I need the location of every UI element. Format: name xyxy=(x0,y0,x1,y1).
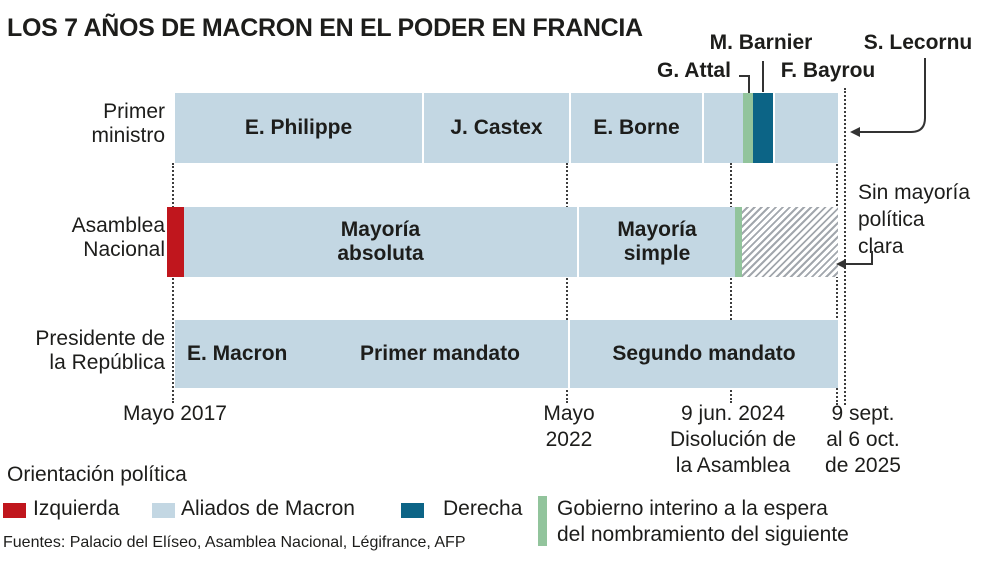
legend-swatch-izquierda xyxy=(3,503,26,518)
segment-no-clear-majority-hatch xyxy=(742,207,838,277)
primer-mandato-label: Primer mandato xyxy=(360,342,520,365)
legend-swatch-derecha xyxy=(401,503,424,518)
lecornu-arrowhead-icon xyxy=(850,127,860,137)
segment-attal xyxy=(704,93,743,163)
chart-title: LOS 7 AÑOS DE MACRON EN EL PODER EN FRAN… xyxy=(7,14,643,42)
bar-primer-ministro: E. Philippe J. Castex E. Borne xyxy=(175,93,838,163)
gridline-mayo-2017 xyxy=(172,163,174,403)
annotation-sin-mayoria: Sin mayoría política clara xyxy=(858,181,971,258)
legend-label-gobierno-interino: Gobierno interino a la espera del nombra… xyxy=(557,497,849,546)
source-line: Fuentes: Palacio del Elíseo, Asamblea Na… xyxy=(3,534,466,551)
axis-tick-mayo-2022: Mayo 2022 xyxy=(543,402,595,451)
segment-borne: E. Borne xyxy=(571,93,702,163)
segment-mayoria-absoluta: Mayoría absoluta xyxy=(184,207,577,277)
axis-tick-mayo-2017: Mayo 2017 xyxy=(123,402,227,425)
segment-left-majority xyxy=(167,207,184,277)
axis-tick-sept-2025: 9 sept. al 6 oct. de 2025 xyxy=(825,402,901,477)
axis-tick-jun-2024: 9 jun. 2024 Disolución de la Asamblea xyxy=(669,402,797,477)
legend-swatch-aliados xyxy=(152,503,175,518)
legend-label-derecha: Derecha xyxy=(443,497,523,520)
macron-name-label: E. Macron xyxy=(187,342,288,365)
row-label-asamblea: Asamblea Nacional xyxy=(71,214,165,261)
segment-philippe: E. Philippe xyxy=(175,93,422,163)
segment-bayrou xyxy=(775,93,838,163)
row-label-primer-ministro: Primer ministro xyxy=(91,100,165,147)
segment-mayoria-simple: Mayoría simple xyxy=(579,207,735,277)
legend-swatch-gobierno-interino xyxy=(538,496,547,546)
segment-primer-mandato: E. Macron Primer mandato xyxy=(175,320,568,388)
bar-presidente: E. Macron Primer mandato Segundo mandato xyxy=(175,320,838,388)
segment-segundo-mandato: Segundo mandato xyxy=(570,320,838,388)
row-label-presidente: Presidente de la República xyxy=(35,327,165,374)
callout-barnier: M. Barnier xyxy=(709,31,813,54)
segment-castex: J. Castex xyxy=(424,93,569,163)
callout-bayrou: F. Bayrou xyxy=(780,59,876,82)
bar-asamblea: Mayoría absoluta Mayoría simple xyxy=(167,207,838,277)
segment-interim-government xyxy=(743,93,753,163)
legend-label-aliados: Aliados de Macron xyxy=(181,497,355,520)
callout-attal: G. Attal xyxy=(657,59,731,82)
gridline-mayo-2022 xyxy=(566,163,568,403)
callout-lecornu: S. Lecornu xyxy=(863,31,973,54)
legend-heading: Orientación política xyxy=(7,463,187,486)
segment-barnier xyxy=(753,93,773,163)
segment-interim-assembly xyxy=(735,207,742,277)
attal-connector-line xyxy=(739,75,750,93)
gridline-jun-2024 xyxy=(730,163,732,403)
barnier-connector-line xyxy=(762,61,764,92)
legend-label-izquierda: Izquierda xyxy=(33,497,120,520)
gridline-oct-2025 xyxy=(844,88,846,405)
